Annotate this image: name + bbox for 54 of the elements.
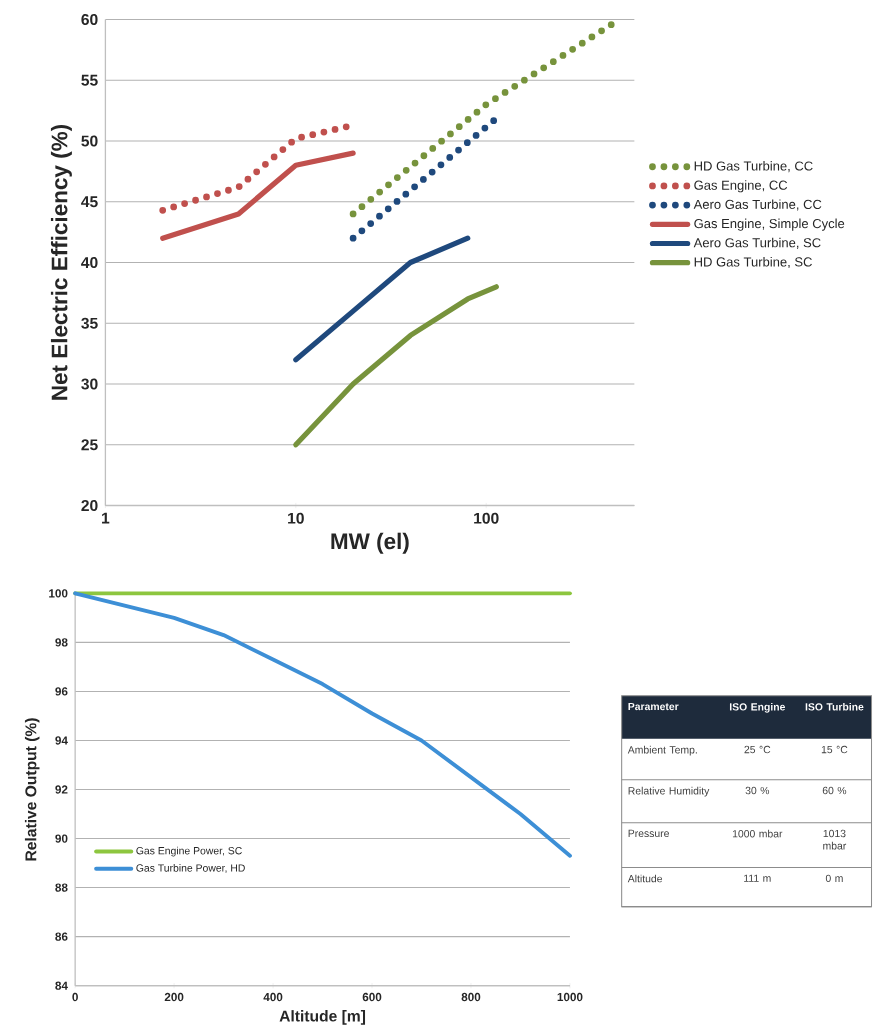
y-tick-label: 94 [55,736,68,745]
x-tick-label: 400 [263,992,283,1002]
y-tick-label: 40 [80,256,98,269]
y-tick-label: 50 [81,135,98,147]
category-label: Relative Humidity [628,786,710,797]
category-label: Altitude [627,874,662,883]
y-tick-label: 90 [55,834,68,843]
y-tick-label: 84 [55,981,68,990]
y-tick-label: 86 [55,932,68,941]
y-axis-title: Relative Output (%) [24,718,40,861]
legend-label: Gas Engine, Simple Cycle [694,218,845,231]
legend-label: Aero Gas Turbine, SC [693,237,821,249]
legend-label: Aero Gas Turbine, CC [693,199,822,211]
x-tick-label: 1 [101,512,110,524]
legend-label: Gas Turbine Power, HD [136,864,245,873]
y-tick-label: 35 [81,317,98,329]
text: 111 m [744,874,771,882]
x-tick-label: 200 [164,992,184,1002]
y-tick-label: 20 [81,499,98,512]
y-tick-label: 98 [55,638,68,647]
legend-label: HD Gas Turbine, CC [694,161,813,173]
x-tick-label: 0 [72,992,78,1002]
category-label: Parameter [628,702,679,711]
text: 1000 mbar [732,829,783,838]
legend-label: Gas Engine Power, SC [136,846,242,857]
x-tick-label: 1000 [557,992,583,1002]
y-tick-label: 96 [55,687,68,696]
y-tick-label: 100 [49,589,68,598]
category-label: ISO Turbine [805,702,864,711]
category-label: Pressure [628,829,669,838]
y-tick-label: 25 [81,439,98,451]
y-axis-title: Net Electric Efficiency (%) [50,124,72,400]
y-tick-label: 55 [81,74,98,86]
text: 1013 mbar [823,829,846,850]
category-label: ISO Engine [729,702,785,713]
x-tick-label: 600 [362,992,382,1002]
x-tick-label: 800 [461,992,481,1002]
x-tick-label: 100 [474,512,499,524]
legend-label: Gas Engine, CC [694,180,788,193]
y-tick-label: 88 [55,883,68,892]
text: 25 °C [744,745,771,754]
text: 15 °C [821,745,848,754]
x-axis-title: Altitude [m] [279,1010,365,1025]
x-tick-label: 10 [287,512,304,524]
y-tick-label: 60 [81,13,98,26]
text: 60 % [822,786,847,795]
y-tick-label: 92 [55,785,68,794]
legend-label: HD Gas Turbine, SC [694,257,812,269]
y-tick-label: 45 [80,196,98,208]
text: 0 m [825,874,843,883]
text: 30 % [745,786,769,795]
y-tick-label: 30 [81,378,98,390]
x-axis-title: MW (el) [331,532,409,554]
category-label: Ambient Temp. [627,745,697,756]
